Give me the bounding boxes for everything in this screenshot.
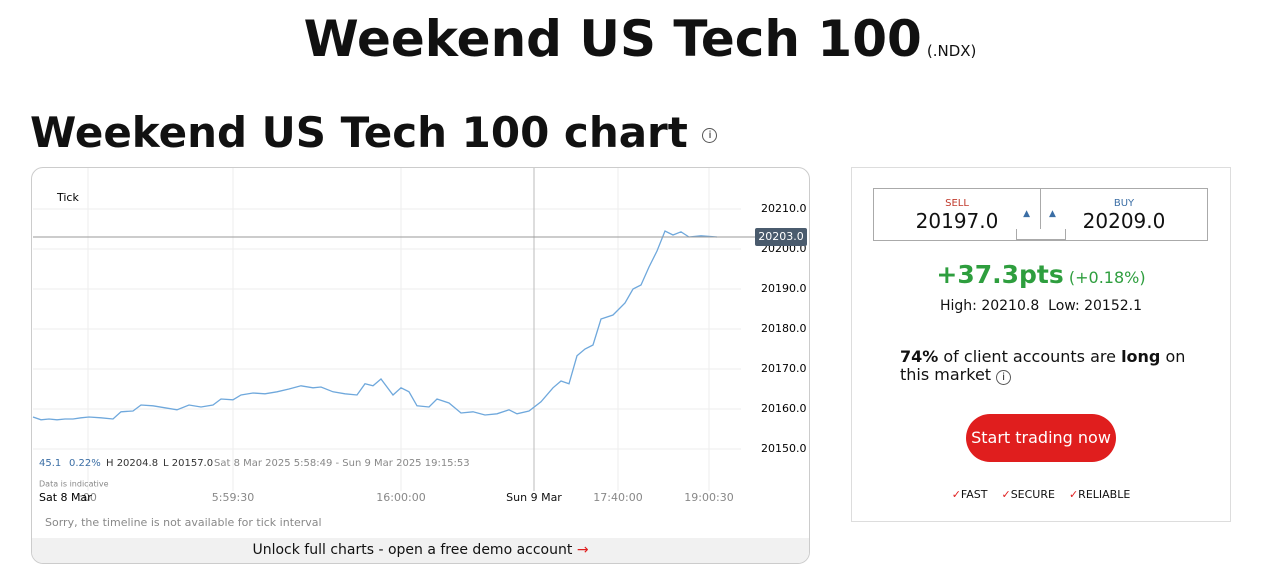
x-tick-label: 17:40:00 [593, 491, 642, 504]
y-tick-label: 20180.0 [761, 322, 807, 335]
y-tick-label: 20150.0 [761, 442, 807, 455]
x-tick-label: 5:59:30 [212, 491, 254, 504]
note: Data is indicative [39, 480, 109, 489]
buy-label: BUY [1113, 198, 1135, 209]
y-tick-label: 20160.0 [761, 402, 807, 415]
sentiment-side: long [1121, 347, 1161, 366]
sell-box[interactable]: SELL 20197.0 ▲ [873, 188, 1041, 241]
interval-label: Tick [56, 191, 79, 204]
x-tick-label: :00 [79, 491, 97, 504]
stat: Sat 8 Mar 2025 5:58:49 - Sun 9 Mar 2025 … [214, 458, 470, 469]
stat: 45.1 [39, 458, 61, 469]
change: +37.3pts (+0.18%) [852, 260, 1230, 289]
page-title: Weekend US Tech 100 [303, 10, 922, 68]
badge: SECURE [1010, 488, 1055, 501]
sentiment-end: on this market [900, 347, 1186, 384]
x-tick-label: 16:00:00 [376, 491, 425, 504]
current-price-badge [755, 228, 807, 246]
info-icon[interactable]: i [996, 370, 1012, 385]
sentiment: 74% of client accounts are long on this … [900, 348, 1200, 385]
y-tick-label: 20170.0 [761, 362, 807, 375]
current-price-label: 20203.0 [758, 230, 804, 243]
badge: RELIABLE [1078, 488, 1131, 501]
change-pct: (+0.18%) [1068, 268, 1146, 287]
start-button[interactable]: Start trading now [966, 414, 1116, 462]
spread-tab [1016, 229, 1066, 240]
price-line [32, 230, 718, 421]
sell-label: SELL [945, 198, 969, 209]
buy-price: 20209.0 [1082, 209, 1166, 233]
sentiment-text: of client accounts are [943, 347, 1116, 366]
y-tick-label: 20210.0 [761, 202, 807, 215]
sell-price: 20197.0 [915, 209, 999, 233]
deal-panel: SELL 20197.0 ▲ BUY 20209.0 ▲ +37.3pts (+… [851, 167, 1231, 522]
badges: ✓FAST ✓SECURE ✓RELIABLE [951, 488, 1131, 501]
high: High: 20210.8 [939, 298, 1040, 314]
buy-box[interactable]: BUY 20209.0 ▲ [1040, 188, 1208, 241]
change-pts: +37.3pts [936, 260, 1064, 289]
x-tick-label: 19:00:30 [684, 491, 733, 504]
stat: H 20204.8 [106, 458, 158, 469]
unlock-bar[interactable]: Unlock full charts - open a free demo ac… [32, 538, 809, 563]
low: Low: 20152.1 [1048, 298, 1143, 314]
x-start-label: Sat 8 Mar [39, 491, 92, 504]
symbol: (.NDX) [926, 42, 977, 60]
x-tick-label: Sun 9 Mar [506, 491, 562, 504]
sentiment-pct: 74% [900, 347, 939, 366]
chart-card: 20150.0 20160.0 20170.0 20180.0 20190.0 20200… [31, 167, 810, 564]
stat: L 20157.0 [163, 458, 213, 469]
timeline-note: Sorry, the timeline is not available for… [45, 516, 322, 529]
info-icon[interactable]: i [702, 128, 718, 143]
chart: 20150.020160.020170.020180.020190.020200… [32, 168, 807, 529]
header: Weekend US Tech 100 (.NDX) [0, 10, 1280, 68]
unlock-text[interactable]: Unlock full charts - open a free demo ac… [252, 542, 573, 558]
range: High: 20210.8 Low: 20152.1 [852, 298, 1230, 314]
badge: FAST [960, 488, 988, 501]
chart-heading-text: Weekend US Tech 100 chart [30, 108, 688, 157]
stat: 0.22% [69, 458, 101, 469]
y-tick-label: 20190.0 [761, 282, 807, 295]
chart-heading: Weekend US Tech 100 chart i [30, 108, 718, 157]
